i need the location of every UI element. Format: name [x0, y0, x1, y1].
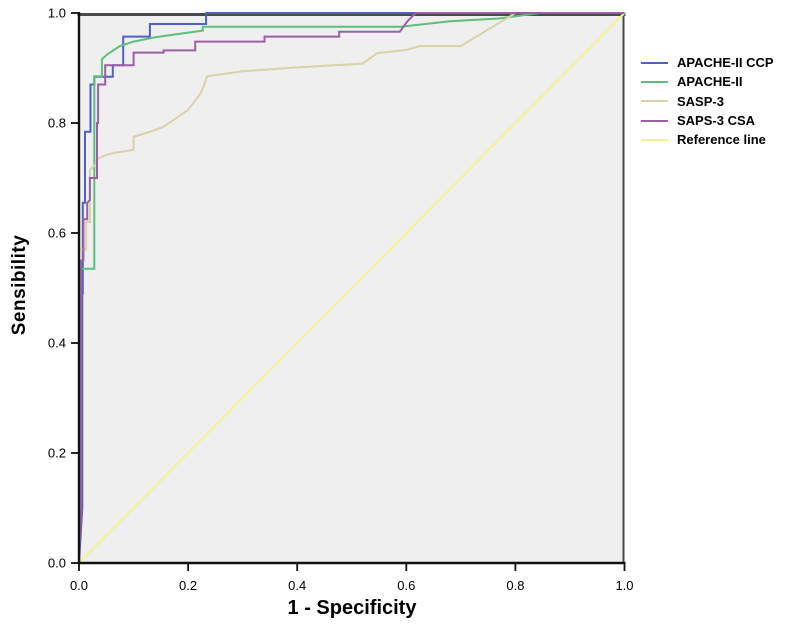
legend-item-saps-3-csa: SAPS-3 CSA [641, 111, 774, 130]
legend-swatch-apache-ii [641, 80, 668, 83]
y-tick-label: 0.2 [48, 446, 66, 461]
roc-curve-apache-ii [78, 12, 625, 563]
y-tick-label: 0.4 [48, 336, 66, 351]
legend-item-apache-ii-ccp: APACHE-II CCP [641, 53, 774, 72]
x-tick-label: 0.4 [288, 578, 306, 593]
legend-item-sasp-3: SASP-3 [641, 92, 774, 111]
y-axis-title: Sensibility [9, 234, 30, 336]
x-tick-label: 0.8 [506, 578, 524, 593]
legend-label-saps-3-csa: SAPS-3 CSA [677, 113, 756, 129]
legend-item-apache-ii: APACHE-II [641, 72, 774, 91]
chart-legend: APACHE-II CCP APACHE-II SASP-3 SAPS-3 CSA Re… [641, 53, 774, 149]
legend-swatch-saps-3-csa [641, 119, 668, 122]
y-tick-label: 1.0 [48, 6, 66, 21]
roc-curve-reference-line [78, 12, 626, 564]
x-tick-label: 1.0 [615, 578, 633, 593]
legend-label-apache-ii-ccp: APACHE-II CCP [677, 55, 774, 71]
legend-swatch-sasp-3 [641, 100, 668, 103]
legend-label-sasp-3: SASP-3 [677, 93, 724, 109]
x-tick-label: 0.6 [397, 578, 415, 593]
legend-swatch-reference-line [641, 138, 668, 141]
y-tick-label: 0.8 [48, 116, 66, 131]
legend-label-apache-ii: APACHE-II [677, 74, 743, 90]
x-axis-title: 1 - Specificity [287, 597, 417, 619]
x-tick-label: 0.2 [179, 578, 197, 593]
y-tick-label: 0.0 [48, 556, 66, 571]
legend-swatch-apache-ii-ccp [641, 61, 668, 64]
legend-label-reference-line: Reference line [677, 132, 766, 148]
y-tick-label: 0.6 [48, 226, 66, 241]
roc-curve-saps-3-csa [78, 12, 625, 564]
legend-item-reference-line: Reference line [641, 130, 774, 149]
x-tick-label: 0.0 [70, 578, 88, 593]
